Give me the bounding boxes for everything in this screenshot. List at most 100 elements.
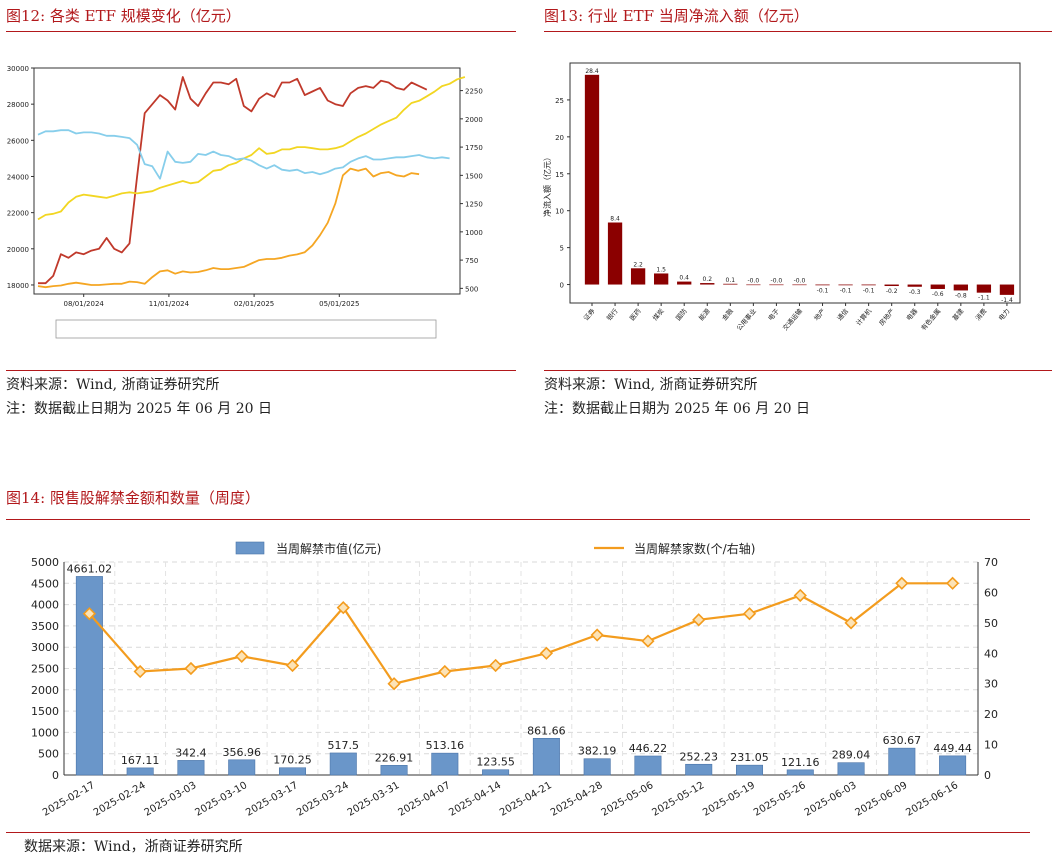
etf-right-tick-label: 1250 [465, 201, 483, 209]
flow-bar [630, 268, 646, 285]
flow-y-tick-label: 0 [560, 282, 564, 290]
flow-category-label: 国防 [673, 306, 689, 322]
unlock-count-marker [488, 658, 503, 673]
etf-scale-plot-frame [33, 67, 461, 295]
unlock-bar-label: 342.4 [175, 746, 207, 759]
etf-series-line-0 [38, 76, 428, 285]
unlock-bar-label: 289.04 [832, 749, 871, 762]
unlock-bar-label: 167.11 [121, 754, 160, 767]
unlock-left-tick-label: 3500 [31, 620, 59, 633]
flow-bar [838, 284, 853, 286]
unlock-right-tick-label: 20 [984, 708, 998, 721]
unlock-right-tick-label: 30 [984, 678, 998, 691]
flow-y-tick-label: 15 [555, 171, 564, 179]
flow-category-label: 有色金属 [919, 307, 943, 333]
unlock-bar-label: 517.5 [328, 739, 360, 752]
fig12-note: 注：数据截止日期为 2025 年 06 月 20 日 [6, 401, 272, 417]
fig12-source: 资料来源：Wind, 浙商证券研究所 [6, 377, 220, 393]
unlock-x-tick-label: 2025-06-16 [904, 780, 960, 819]
etf-left-tick-label: 30000 [7, 65, 29, 73]
unlock-count-marker [235, 649, 249, 663]
unlock-bar-label: 449.44 [933, 742, 972, 755]
unlock-bar-label: 630.67 [883, 734, 922, 747]
etf-x-tick-label: 02/01/2025 [234, 300, 274, 308]
etf-x-tick-label: 05/01/2025 [319, 300, 359, 308]
unlock-x-tick-label: 2025-04-07 [396, 780, 452, 819]
flow-category-label: 医药 [627, 306, 643, 322]
unlock-right-tick-label: 10 [984, 739, 998, 752]
etf-x-tick-label: 08/01/2024 [64, 300, 105, 308]
fig12-bottom-rule [6, 370, 516, 371]
unlock-bar [228, 759, 256, 776]
unlock-x-tick-label: 2025-02-17 [41, 780, 97, 819]
flow-value-label: -0.1 [840, 287, 852, 294]
unlock-legend-line-label: 当周解禁家数(个/右轴) [634, 541, 755, 556]
flow-bar [654, 273, 669, 285]
flow-bar [861, 284, 876, 286]
unlock-bar-label: 226.91 [375, 751, 414, 764]
flow-bar [999, 284, 1015, 295]
flow-value-label: -0.0 [771, 278, 783, 285]
unlock-bar [380, 765, 408, 776]
unlock-x-tick-label: 2025-04-21 [498, 780, 554, 819]
flow-bar [792, 284, 807, 286]
unlock-x-tick-label: 2025-03-10 [193, 780, 249, 819]
etf-left-tick-label: 20000 [7, 246, 29, 254]
flow-value-label: 8.4 [610, 216, 620, 223]
unlock-bar [75, 576, 103, 776]
flow-category-label: 能源 [697, 306, 713, 322]
flow-bar [723, 283, 738, 285]
flow-category-label: 金融 [720, 306, 736, 322]
flow-bar [930, 284, 945, 289]
unlock-right-tick-label: 60 [984, 586, 998, 599]
unlock-bar [126, 767, 154, 776]
unlock-x-tick-label: 2025-04-14 [447, 780, 503, 819]
flow-value-label: -0.3 [909, 289, 921, 296]
etf-left-tick-label: 22000 [7, 210, 29, 218]
unlock-x-tick-label: 2025-06-03 [803, 780, 859, 819]
flow-value-label: -0.6 [932, 291, 944, 298]
flow-category-label: 基建 [950, 306, 966, 322]
flow-bar [884, 284, 899, 287]
fig14-title-rule [6, 519, 1030, 520]
flow-value-label: 28.4 [585, 68, 599, 75]
flow-bar [769, 284, 784, 286]
etf-scale-legend-box [55, 319, 437, 339]
unlock-left-tick-label: 5000 [31, 556, 59, 569]
flow-bar [815, 284, 830, 286]
flow-category-label: 煤炭 [650, 306, 666, 322]
unlock-count-marker [539, 646, 554, 660]
unlock-bar [837, 762, 865, 776]
industry-flow-ylabel: 净流入额（亿元） [542, 153, 552, 217]
unlock-bar [278, 767, 307, 776]
unlock-bar-label: 513.16 [426, 739, 465, 752]
flow-bar [700, 283, 715, 285]
etf-left-tick-label: 18000 [7, 282, 29, 290]
etf-right-tick-label: 750 [465, 257, 478, 265]
unlock-left-tick-label: 0 [52, 769, 59, 782]
unlock-x-tick-label: 2025-05-12 [650, 780, 706, 819]
unlock-bar-label: 861.66 [527, 724, 566, 737]
unlock-x-tick-label: 2025-03-17 [244, 780, 300, 819]
unlock-bar [634, 755, 662, 776]
fig14-title: 图14: 限售股解禁金额和数量（周度） [6, 489, 260, 507]
unlock-bar-label: 4661.02 [67, 562, 113, 575]
fig14-source: 数据来源：Wind，浙商证券研究所 [24, 839, 243, 855]
unlock-left-tick-label: 1000 [31, 726, 59, 739]
unlock-count-marker [133, 664, 147, 679]
unlock-count-marker [184, 661, 198, 676]
flow-category-label: 电器 [904, 306, 920, 322]
flow-value-label: -0.2 [886, 288, 898, 295]
unlock-legend-bar-swatch [235, 541, 265, 555]
unlock-bar-label: 121.16 [781, 756, 820, 769]
fig13-title-rule [544, 31, 1052, 32]
unlock-bar [735, 764, 764, 776]
flow-bar [907, 284, 922, 287]
flow-category-label: 银行 [604, 306, 620, 322]
flow-value-label: 1.5 [656, 266, 666, 273]
unlock-bar [329, 752, 357, 776]
etf-left-tick-label: 24000 [7, 173, 29, 181]
unlock-count-line [88, 582, 953, 685]
fig14-bottom-rule [6, 832, 1030, 833]
industry-flow-plot-frame [569, 62, 1021, 304]
